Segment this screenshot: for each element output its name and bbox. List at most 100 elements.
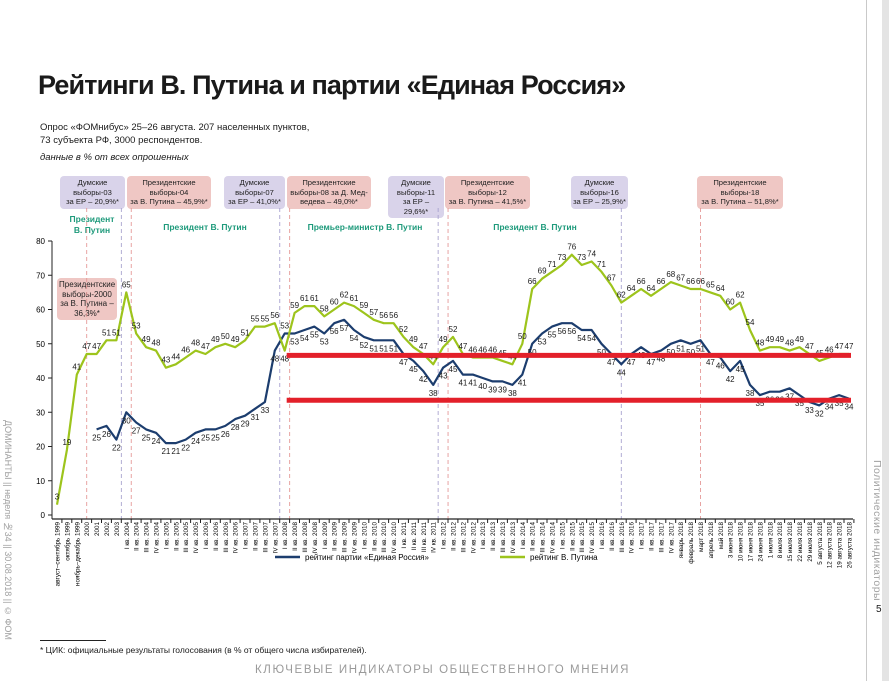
x-tick-label: март 2018 xyxy=(698,522,705,552)
survey-description: Опрос «ФОМнибус» 25–26 августа. 207 насе… xyxy=(40,121,360,147)
y-tick-label: 40 xyxy=(36,374,45,383)
data-label-putin: 64 xyxy=(647,284,656,293)
data-label-er: 25 xyxy=(92,433,101,442)
x-tick-label: II кв. 2011 xyxy=(411,522,418,551)
data-label-er: 30 xyxy=(122,416,131,425)
x-tick-label: IV кв. 2010 xyxy=(391,522,398,554)
event-pres-2018: Президентские выборы-18 за В. Путина – 51,… xyxy=(697,176,783,209)
event-line: за В. Путина – 41,5%* xyxy=(448,197,527,206)
units-note: данные в % от всех опрошенных xyxy=(40,152,189,163)
data-label-putin: 66 xyxy=(637,277,646,286)
x-tick-label: III кв. 2010 xyxy=(381,522,388,553)
data-label-putin: 19 xyxy=(62,438,71,447)
event-line: Думские xyxy=(77,178,108,187)
data-label-putin: 50 xyxy=(221,332,230,341)
x-tick-label: III кв. 2006 xyxy=(223,522,230,553)
data-label-putin: 49 xyxy=(765,335,774,344)
x-tick-label: III кв. 2015 xyxy=(579,522,586,553)
data-label-er: 51 xyxy=(389,344,398,353)
data-label-er: 34 xyxy=(825,403,834,412)
data-label-er: 56 xyxy=(330,327,339,336)
data-label-er: 39 xyxy=(488,385,497,394)
data-label-putin: 46 xyxy=(181,345,190,354)
data-label-putin: 59 xyxy=(359,301,368,310)
data-label-putin: 55 xyxy=(260,315,269,324)
axes: 0 10 20 30 40 50 60 70 80 август–сентябрь 1999 окт… xyxy=(36,237,855,586)
legend-putin-label: рейтинг В. Путина xyxy=(530,553,598,562)
data-label-putin: 49 xyxy=(142,335,151,344)
page-edge xyxy=(882,0,889,681)
period-president-2012: Президент В. Путин xyxy=(493,222,577,232)
x-tick-label: 8 июля 2018 xyxy=(777,522,784,559)
series-line-putin xyxy=(55,253,849,505)
x-tick-label: II кв. 2004 xyxy=(134,522,141,551)
period-prime-minister: Премьер-министр В. Путин xyxy=(307,222,423,232)
data-label-putin: 67 xyxy=(607,274,616,283)
data-label-er: 35 xyxy=(835,399,844,408)
data-label-putin: 47 xyxy=(845,342,854,351)
section-caption-right: Политические индикаторы xyxy=(871,460,883,602)
data-label-er: 54 xyxy=(300,334,309,343)
data-label-putin: 49 xyxy=(409,335,418,344)
x-tick-label: 24 июня 2018 xyxy=(757,522,764,562)
data-label-er: 35 xyxy=(795,399,804,408)
data-label-putin: 62 xyxy=(340,291,349,300)
data-label-putin: 64 xyxy=(627,284,636,293)
data-label-er: 47 xyxy=(647,358,656,367)
data-label-er: 21 xyxy=(171,447,180,456)
data-label-er: 38 xyxy=(508,389,517,398)
y-tick-label: 80 xyxy=(36,237,45,246)
data-label-putin: 48 xyxy=(755,339,764,348)
data-label-putin: 48 xyxy=(191,339,200,348)
data-label-putin: 49 xyxy=(211,335,220,344)
x-tick-label: I кв. 2012 xyxy=(441,522,448,550)
data-label-putin: 47 xyxy=(805,342,814,351)
data-label-er: 41 xyxy=(458,379,467,388)
data-label-putin: 48 xyxy=(785,339,794,348)
side-caption-left: ДОМИНАНТЫ || неделя №34 || 30.08.2018 ||… xyxy=(3,420,13,640)
data-label-er: 33 xyxy=(805,406,814,415)
data-label-putin: 56 xyxy=(389,311,398,320)
data-label-er: 48 xyxy=(270,355,279,364)
data-label-putin: 62 xyxy=(617,291,626,300)
data-label-putin: 47 xyxy=(82,342,91,351)
data-label-er: 54 xyxy=(577,334,586,343)
data-label-putin: 44 xyxy=(171,352,180,361)
data-label-putin: 64 xyxy=(716,284,725,293)
legend-er-label: рейтинг партии «Единая Россия» xyxy=(305,553,430,562)
data-label-er: 22 xyxy=(112,444,121,453)
data-label-er: 21 xyxy=(161,447,170,456)
data-label-putin: 41 xyxy=(72,363,81,372)
x-tick-label: I кв. 2017 xyxy=(639,522,646,550)
x-tick-label: II кв. 2007 xyxy=(253,522,260,551)
footer-title: КЛЮЧЕВЫЕ ИНДИКАТОРЫ ОБЩЕСТВЕННОГО МНЕНИЯ xyxy=(255,664,631,676)
data-label-er: 29 xyxy=(241,420,250,429)
x-tick-label: I кв. 2009 xyxy=(322,522,329,550)
data-label-putin: 66 xyxy=(696,277,705,286)
data-label-putin: 49 xyxy=(439,335,448,344)
event-pres-2004: Президентские выборы-04 за В. Путина – 45,… xyxy=(127,176,211,209)
event-line: Думские xyxy=(584,178,615,187)
data-label-er: 25 xyxy=(201,433,210,442)
data-label-er: 25 xyxy=(211,433,220,442)
data-label-er: 34 xyxy=(845,403,854,412)
x-tick-label: 2003 xyxy=(114,522,121,537)
data-label-er: 41 xyxy=(468,379,477,388)
data-label-er: 50 xyxy=(686,348,695,357)
data-label-putin: 48 xyxy=(152,339,161,348)
x-tick-label: IV кв. 2012 xyxy=(470,522,477,554)
data-label-er: 24 xyxy=(191,437,200,446)
data-label-er: 28 xyxy=(231,423,240,432)
data-label-er: 22 xyxy=(181,444,190,453)
data-label-er: 41 xyxy=(518,379,527,388)
data-label-er: 47 xyxy=(627,358,636,367)
data-label-putin: 46 xyxy=(468,345,477,354)
data-label-er: 26 xyxy=(221,430,230,439)
x-tick-label: 12 августа 2018 xyxy=(827,522,834,569)
data-label-putin: 65 xyxy=(122,280,131,289)
legend: рейтинг партии «Единая Россия» рейтинг В… xyxy=(275,553,598,562)
event-line: за ЕР – 25,9%* xyxy=(573,197,626,206)
x-tick-label: 10 июня 2018 xyxy=(738,522,745,562)
